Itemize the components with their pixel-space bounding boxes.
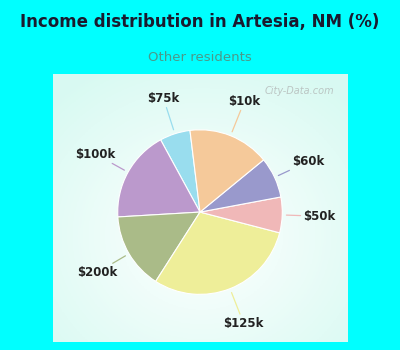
- Text: $125k: $125k: [224, 293, 264, 330]
- Text: $75k: $75k: [147, 92, 180, 130]
- Text: City-Data.com: City-Data.com: [265, 86, 334, 97]
- Text: $50k: $50k: [286, 210, 336, 223]
- Text: Other residents: Other residents: [148, 51, 252, 64]
- Text: $60k: $60k: [278, 155, 324, 176]
- Text: $100k: $100k: [75, 148, 124, 170]
- Wedge shape: [118, 140, 200, 217]
- Text: Income distribution in Artesia, NM (%): Income distribution in Artesia, NM (%): [20, 13, 380, 31]
- Wedge shape: [200, 197, 282, 233]
- Wedge shape: [118, 212, 200, 281]
- Wedge shape: [161, 131, 200, 212]
- Text: $10k: $10k: [228, 94, 260, 132]
- Text: $200k: $200k: [77, 256, 126, 279]
- Wedge shape: [190, 130, 264, 212]
- Wedge shape: [200, 160, 281, 212]
- Wedge shape: [156, 212, 280, 294]
